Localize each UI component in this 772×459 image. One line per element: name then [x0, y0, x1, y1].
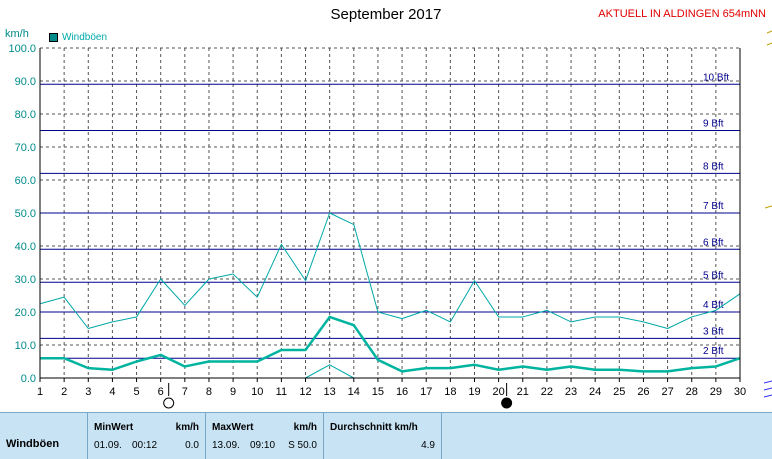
beaufort-label: 6 Bft [703, 237, 724, 248]
station-location: AKTUELL IN ALDINGEN 654mNN [598, 8, 766, 20]
chart-legend: Windböen [49, 32, 107, 43]
x-tick-label: 15 [372, 386, 384, 398]
x-tick-label: 2 [61, 386, 67, 398]
x-tick-label: 18 [444, 386, 456, 398]
x-tick-label: 9 [230, 386, 236, 398]
beaufort-lines: 2 Bft 3 Bft 4 Bft 5 Bft 6 Bft 7 Bft 8 Bft 9 Bft… [40, 72, 740, 359]
y-tick-label: 50.0 [15, 208, 36, 220]
y-tick-label: 20.0 [15, 307, 36, 319]
edge-mark [763, 380, 772, 384]
beaufort-label: 4 Bft [703, 300, 724, 311]
x-tick-label: 6 [158, 386, 164, 398]
full-moon-icon [163, 397, 175, 409]
x-tick-label: 27 [661, 386, 673, 398]
min-date: 01.09. [94, 440, 122, 451]
beaufort-label: 10 Bft [703, 72, 729, 83]
stats-label-cell: Windböen [0, 413, 88, 459]
avg-header: Durchschnitt km/h [330, 422, 418, 433]
beaufort-label: 8 Bft [703, 161, 724, 172]
y-tick-label: 80.0 [15, 109, 36, 121]
beaufort-label: 3 Bft [703, 326, 724, 337]
edge-mark [766, 30, 772, 34]
x-tick-label: 4 [109, 386, 115, 398]
x-tick-label: 14 [348, 386, 360, 398]
max-unit: km/h [293, 422, 317, 433]
chart-series [39, 212, 741, 379]
stats-table: Windböen MinWert km/h 01.09. 00:12 0.0 M… [0, 412, 772, 459]
avg-value: 4.9 [421, 440, 435, 451]
edge-mark [764, 205, 772, 209]
x-tick-label: 29 [710, 386, 722, 398]
max-header: MaxWert [212, 422, 254, 433]
beaufort-label: 9 Bft [703, 119, 724, 130]
min-header: MinWert [94, 422, 134, 433]
x-tick-label: 28 [686, 386, 698, 398]
x-tick-label: 25 [613, 386, 625, 398]
x-tick-label: 7 [182, 386, 188, 398]
wind-gust-chart: 2 Bft 3 Bft 4 Bft 5 Bft 6 Bft 7 Bft 8 Bft 9 Bft… [8, 30, 772, 409]
series-line-max [39, 212, 741, 329]
chart-title: September 2017 [330, 6, 442, 23]
x-tick-label: 23 [565, 386, 577, 398]
stats-row-label: Windböen [6, 438, 60, 450]
edge-mark [766, 42, 772, 46]
max-time: 09:10 [250, 440, 276, 451]
y-tick-label: 60.0 [15, 175, 36, 187]
x-tick-label: 24 [589, 386, 601, 398]
x-tick-label: 30 [734, 386, 746, 398]
x-tick-label: 12 [299, 386, 311, 398]
x-tick-label: 20 [492, 386, 504, 398]
edge-mark [763, 387, 772, 391]
x-tick-label: 19 [468, 386, 480, 398]
x-tick-label: 11 [276, 386, 287, 398]
beaufort-label: 5 Bft [703, 270, 724, 281]
max-date: 13.09. [212, 440, 240, 451]
x-tick-label: 22 [541, 386, 553, 398]
x-tick-label: 1 [37, 386, 43, 398]
new-moon-icon [501, 397, 513, 409]
legend-label: Windböen [62, 32, 108, 43]
chart-axes: 0.0 10.0 20.0 30.0 40.0 50.0 60.0 70.0 80.0 90.0 1… [8, 30, 772, 398]
min-value: 0.0 [185, 440, 199, 451]
beaufort-label: 7 Bft [703, 201, 724, 212]
max-value: S 50.0 [288, 440, 317, 451]
x-tick-label: 13 [324, 386, 336, 398]
x-tick-label: 17 [420, 386, 432, 398]
moon-phases [163, 383, 513, 409]
y-tick-label: 10.0 [15, 340, 36, 352]
stats-min-cell: MinWert km/h 01.09. 00:12 0.0 [88, 413, 206, 459]
x-tick-label: 5 [133, 386, 139, 398]
edge-mark [763, 394, 772, 398]
y-axis-unit: km/h [5, 28, 29, 40]
stats-max-cell: MaxWert km/h 13.09. 09:10 S 50.0 [206, 413, 324, 459]
y-tick-label: 40.0 [15, 241, 36, 253]
y-tick-label: 90.0 [15, 76, 36, 88]
x-tick-label: 10 [251, 386, 263, 398]
y-tick-label: 100.0 [8, 43, 36, 55]
y-tick-label: 30.0 [15, 274, 36, 286]
y-tick-label: 70.0 [15, 142, 36, 154]
series-line-average [40, 315, 741, 373]
x-tick-label: 16 [396, 386, 408, 398]
min-unit: km/h [175, 422, 199, 433]
x-tick-label: 3 [85, 386, 91, 398]
x-tick-label: 8 [206, 386, 212, 398]
min-time: 00:12 [132, 440, 158, 451]
legend-swatch [49, 33, 58, 42]
stats-avg-cell: Durchschnitt km/h 4.9 [324, 413, 442, 459]
y-tick-label: 0.0 [21, 373, 36, 385]
beaufort-label: 2 Bft [703, 346, 724, 357]
x-tick-label: 21 [517, 386, 529, 398]
x-tick-label: 26 [637, 386, 649, 398]
